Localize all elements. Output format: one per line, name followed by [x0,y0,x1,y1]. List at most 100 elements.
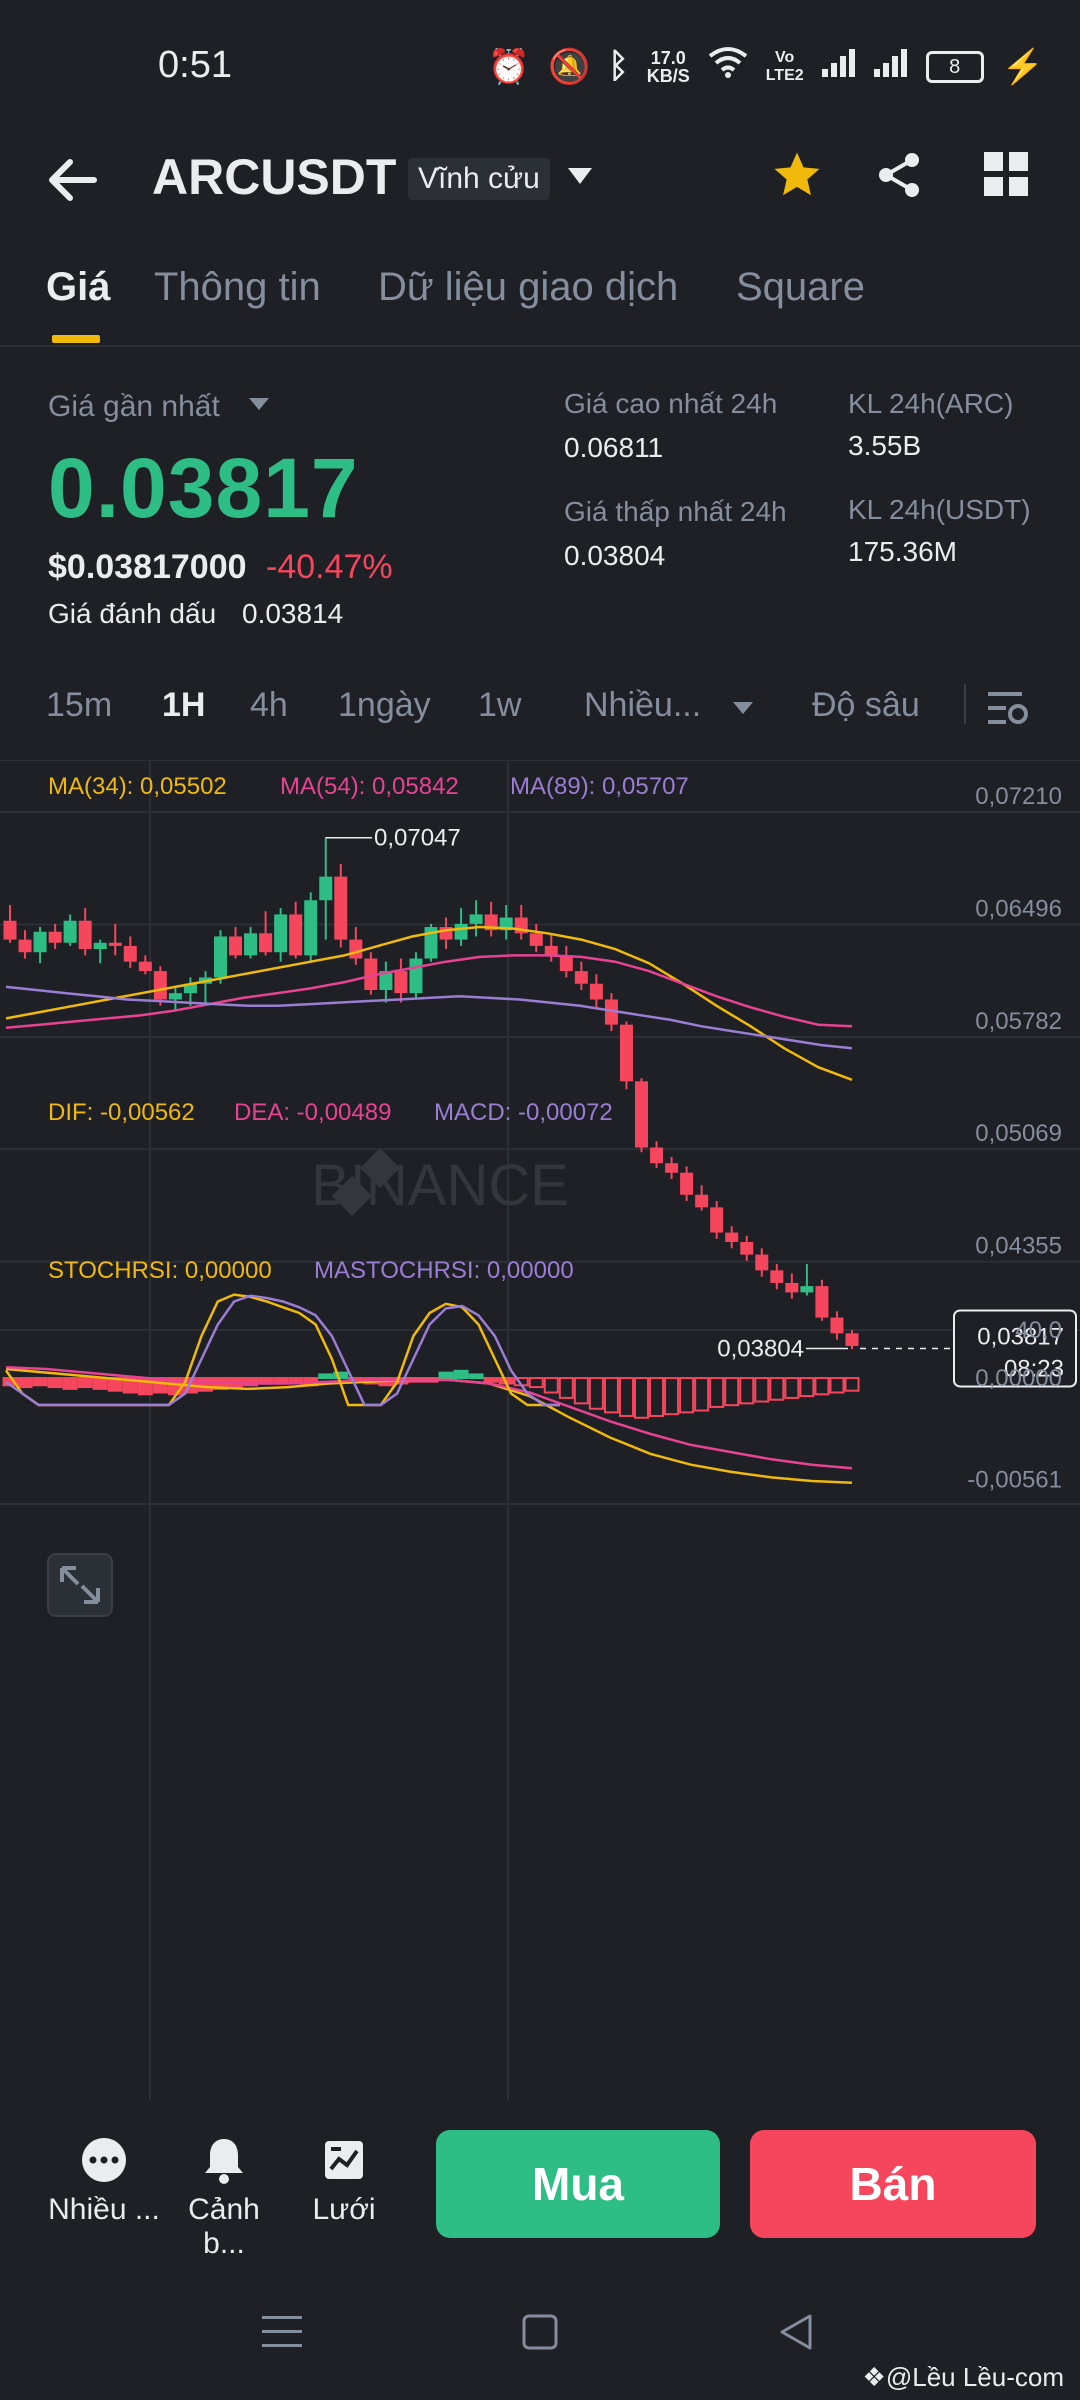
candle [33,931,47,953]
candle [334,876,348,940]
candlestick-chart[interactable]: 0,072100,064960,057820,050690,04355BINAN… [0,759,1080,2100]
macd-bar [634,1377,649,1419]
low-24h-value: 0.03804 [564,540,666,571]
macd-bar [528,1377,544,1389]
interval-15m[interactable]: 15m [46,686,113,724]
macd-bar [664,1377,680,1416]
tab-square[interactable]: Square [736,265,865,309]
macd-bar [77,1377,93,1389]
candle [259,933,273,953]
signal-icon-2 [873,47,908,86]
ma89-line [5,985,853,1050]
candle [619,1024,633,1082]
interval-1w[interactable]: 1w [478,686,522,724]
back-nav-icon[interactable] [778,2314,814,2355]
chevron-down-icon[interactable] [566,166,594,191]
high-24h-label: Giá cao nhất 24h [564,388,778,419]
interval-4h[interactable]: 4h [250,686,288,724]
contract-type-badge[interactable]: Vĩnh cửu [408,158,550,200]
macd-bar [32,1377,48,1387]
macd-bar [17,1377,33,1389]
candle [544,945,558,956]
macd-legend-0: DIF: -0,00562 [48,1099,195,1126]
candle [635,1081,648,1148]
candle [740,1242,754,1255]
macd-bar [483,1377,499,1383]
candle [244,933,258,956]
candle [589,983,603,1000]
candle [454,923,468,940]
mute-icon: 🔕 [547,47,591,86]
candle [78,920,92,950]
depth-tab[interactable]: Độ sâu [812,686,920,724]
interval-1d[interactable]: 1ngày [338,686,431,724]
mastochrsi-line [5,1294,560,1407]
candle [138,961,152,972]
macd-bar [754,1377,770,1403]
binance-logo-icon [332,1148,400,1216]
tab-trading-data[interactable]: Dữ liệu giao dịch [378,265,679,309]
diamond-logo-icon: ❖ [862,2362,886,2392]
battery-icon: 8 [925,50,984,83]
home-nav-icon[interactable] [522,2314,558,2355]
sell-button[interactable]: Bán [750,2130,1036,2238]
mark-price-label: Giá đánh dấu [48,598,217,629]
macd-bar [769,1377,785,1401]
candle [168,993,182,1000]
macd-bar [573,1377,589,1405]
volte-icon: Vo LTE2 [765,48,804,84]
interval-more[interactable]: Nhiều... [584,686,702,724]
candle [650,1147,664,1164]
candle [665,1163,679,1173]
symbol-title[interactable]: ARCUSDT [152,149,397,205]
dea-line [5,1365,853,1470]
back-icon[interactable] [44,150,104,210]
tab-price[interactable]: Giá [46,265,111,309]
more-tool[interactable]: Nhiều ... [44,2135,164,2227]
volume-usdt-value: 175.36M [848,536,957,567]
ma34-line [5,925,853,1081]
candle [559,955,573,972]
net-speed: 17.0 KB/S [646,47,690,86]
y-tick-label: 0,05069 [975,1120,1062,1147]
macd-bar [829,1377,845,1394]
caret-down-icon[interactable] [248,396,270,417]
alarm-icon: ⏰ [487,47,530,86]
chart-settings-icon[interactable] [988,690,1028,731]
macd-bar [799,1377,815,1398]
macd-bar [679,1377,695,1414]
buy-button[interactable]: Mua [436,2130,720,2238]
candle [755,1254,769,1271]
candle [424,927,438,959]
low-marker-label: 0,03804 [717,1335,804,1362]
share-icon[interactable] [874,150,924,205]
macd-bar [438,1371,454,1380]
tab-info[interactable]: Thông tin [154,265,321,309]
high-marker-label: 0,07047 [374,825,461,852]
chart-area[interactable]: 0,07210 0,06496 0,05782 0,05069 0,04355 BINAN… [0,759,1080,2100]
ma54-line [5,954,853,1030]
candle [108,942,122,946]
candle [770,1270,784,1283]
menu-nav-icon[interactable] [262,2314,302,2355]
macd-bar [92,1377,108,1390]
y-tick-label: 0,05782 [975,1008,1062,1035]
candle [18,939,32,953]
interval-1h[interactable]: 1H [162,686,206,724]
stoch-legend-0: STOCHRSI: 0,00000 [48,1257,272,1284]
macd-bar [694,1377,710,1412]
last-price-label[interactable]: Giá gần nhất [48,390,220,423]
caret-down-icon[interactable] [732,700,754,721]
macd-bar [318,1373,334,1380]
layout-grid-icon[interactable] [984,152,1028,201]
grid-tool[interactable]: Lưới [284,2135,404,2227]
alert-tool[interactable]: Cảnh b... [164,2135,284,2261]
star-icon[interactable] [770,148,824,207]
watermark-credit: ❖@Lều Lều-com [862,2362,1064,2392]
stoch-legend-1: MASTOCHRSI: 0,00000 [314,1257,574,1284]
candle [604,999,618,1025]
candle [93,942,107,950]
tab-active-indicator [52,335,100,343]
candle [830,1317,844,1334]
candle [785,1282,799,1293]
